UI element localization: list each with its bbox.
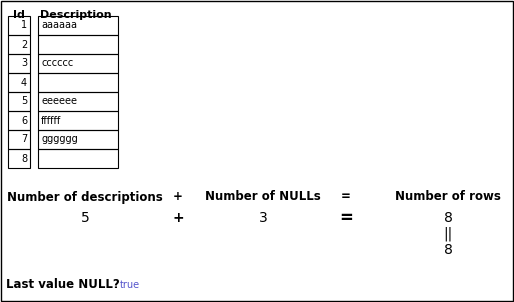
Bar [38,111,118,130]
Text: cccccc: cccccc [41,59,74,69]
Bar [8,149,30,168]
Text: +: + [173,191,183,204]
Bar [38,149,118,168]
Bar [38,73,118,92]
Bar [8,111,30,130]
Text: aaaaaa: aaaaaa [41,21,77,31]
Bar [8,73,30,92]
Text: 4: 4 [21,78,27,88]
Text: ffffff: ffffff [41,115,61,126]
Bar [8,92,30,111]
Text: eeeeee: eeeeee [41,97,77,107]
Text: 6: 6 [21,115,27,126]
Text: Number of NULLs: Number of NULLs [205,191,321,204]
Text: Last value NULL?: Last value NULL? [6,278,120,291]
Text: 5: 5 [81,211,89,225]
Bar [38,35,118,54]
Bar [8,35,30,54]
Bar [8,54,30,73]
Text: +: + [172,211,184,225]
Text: true: true [120,280,140,290]
Bar [8,16,30,35]
Text: 3: 3 [259,211,267,225]
Text: =: = [339,209,353,227]
Text: Description: Description [40,10,112,20]
Text: 1: 1 [21,21,27,31]
Text: 8: 8 [444,211,452,225]
Text: 5: 5 [21,97,27,107]
Text: Number of rows: Number of rows [395,191,501,204]
Text: 8: 8 [444,243,452,257]
Bar [8,130,30,149]
Text: 8: 8 [21,153,27,163]
Text: ||: || [444,227,453,241]
Bar [38,130,118,149]
Text: 7: 7 [21,134,27,144]
Bar [38,92,118,111]
Text: 3: 3 [21,59,27,69]
Text: gggggg: gggggg [41,134,78,144]
Text: 2: 2 [21,40,27,50]
Bar [38,16,118,35]
Text: Id: Id [13,10,25,20]
Text: Number of descriptions: Number of descriptions [7,191,163,204]
Text: =: = [341,191,351,204]
Bar [38,54,118,73]
